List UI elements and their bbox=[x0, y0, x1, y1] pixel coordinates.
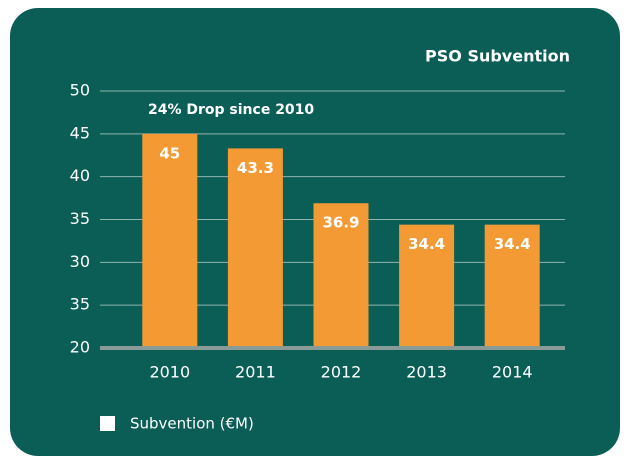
data-label: 36.9 bbox=[322, 214, 359, 232]
annotation: 24% Drop since 2010 bbox=[148, 102, 314, 118]
bar bbox=[142, 133, 198, 348]
y-tick-label: 35 bbox=[70, 209, 90, 228]
y-tick-label: 50 bbox=[70, 81, 90, 100]
x-tick-label: 2014 bbox=[492, 363, 533, 382]
bar bbox=[227, 148, 283, 348]
bar bbox=[484, 224, 540, 348]
x-tick-label: 2012 bbox=[321, 363, 362, 382]
y-tick-label: 40 bbox=[70, 166, 90, 185]
legend-label: Subvention (€M) bbox=[130, 415, 254, 433]
chart-title: PSO Subvention bbox=[425, 47, 570, 66]
data-label: 34.4 bbox=[494, 235, 531, 253]
bar bbox=[399, 224, 455, 348]
y-tick-label: 20 bbox=[70, 338, 90, 357]
bar bbox=[313, 203, 369, 348]
data-label: 45 bbox=[159, 144, 180, 162]
data-label: 43.3 bbox=[237, 159, 274, 177]
y-tick-label: 45 bbox=[70, 123, 90, 142]
y-tick-label: 30 bbox=[70, 252, 90, 271]
y-tick-label: 35 bbox=[70, 295, 90, 314]
x-tick-label: 2013 bbox=[406, 363, 447, 382]
legend-swatch bbox=[100, 416, 115, 431]
x-tick-label: 2010 bbox=[149, 363, 190, 382]
x-tick-label: 2011 bbox=[235, 363, 276, 382]
data-label: 34.4 bbox=[408, 235, 445, 253]
